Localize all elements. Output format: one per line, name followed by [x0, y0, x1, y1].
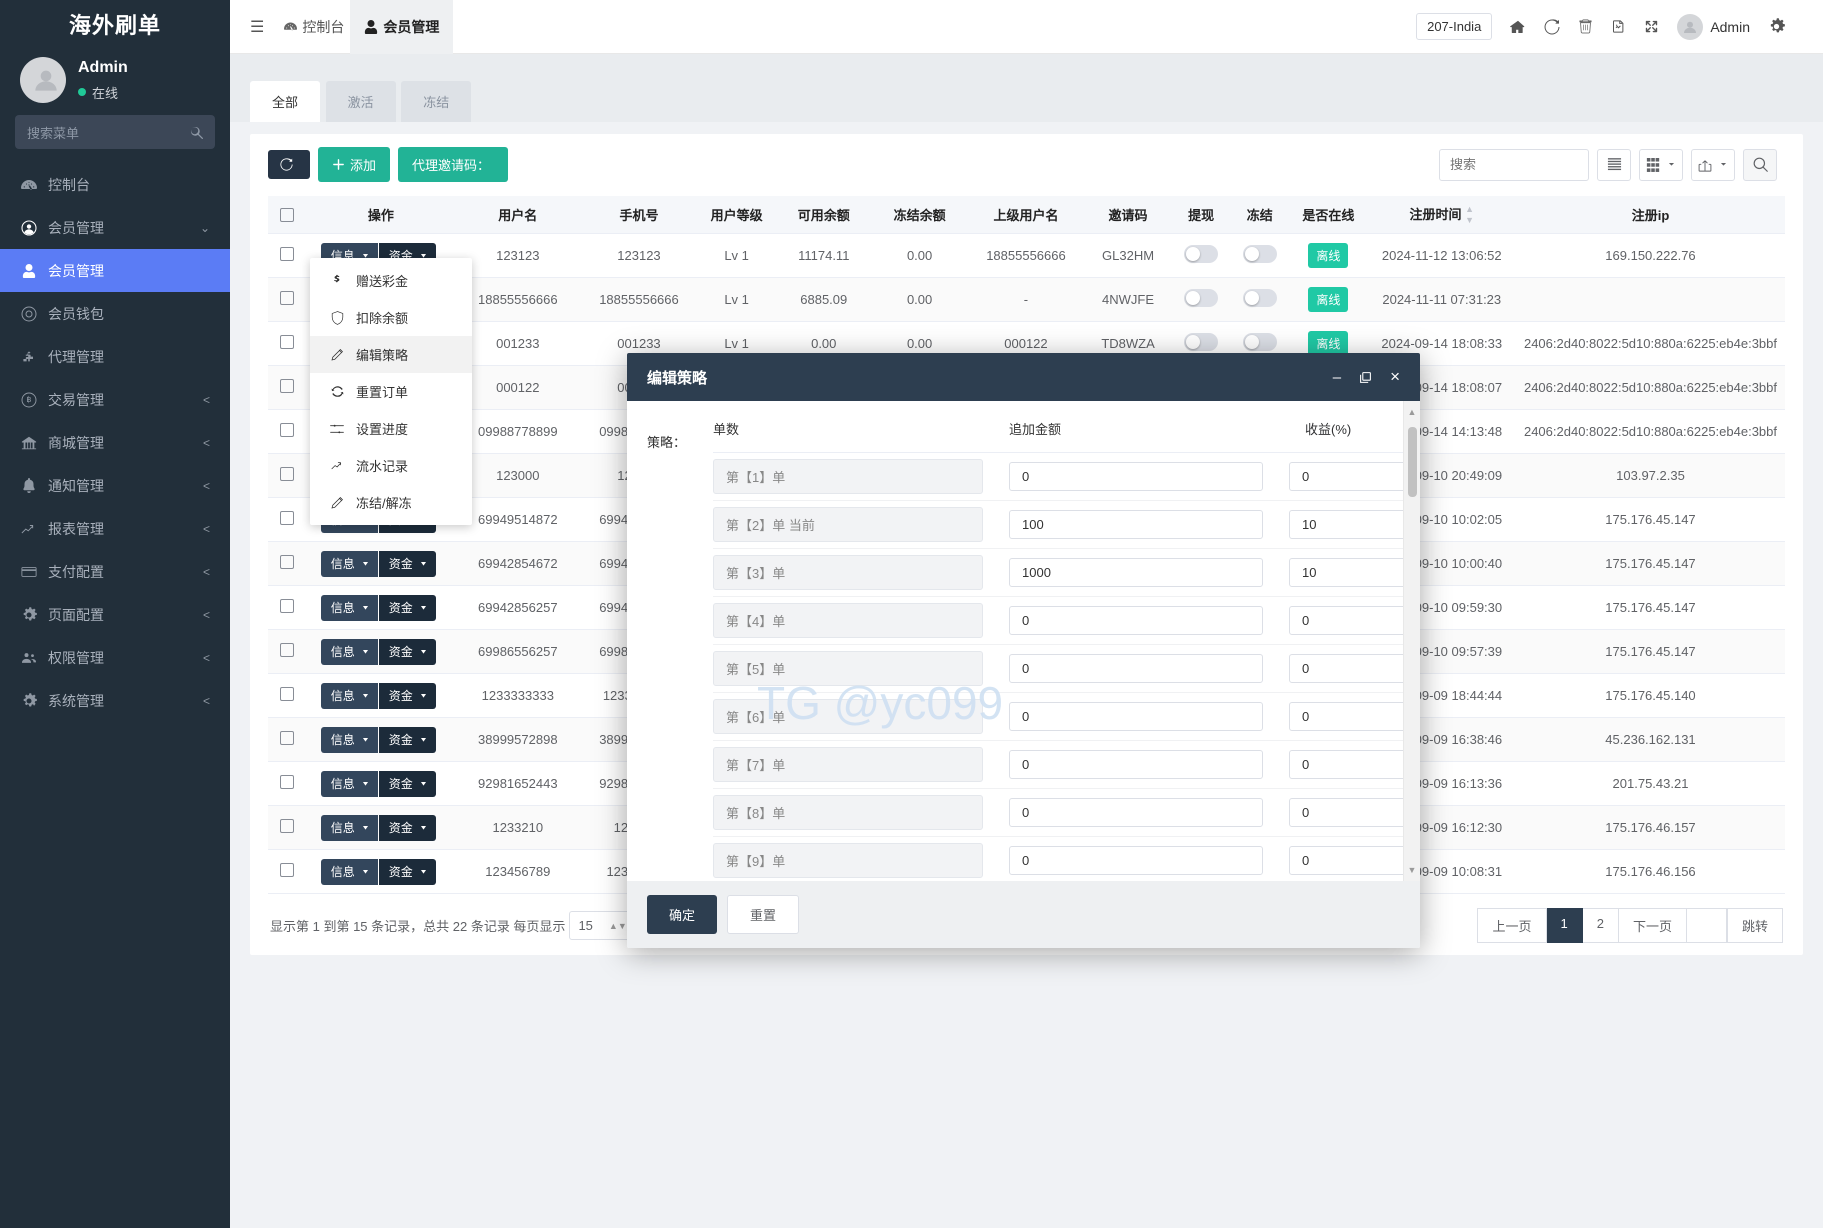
svg-text:฿: ฿: [26, 395, 31, 404]
